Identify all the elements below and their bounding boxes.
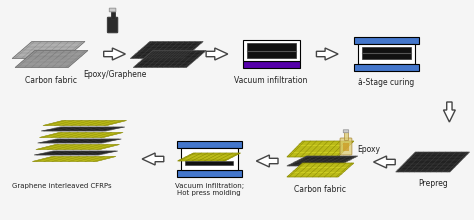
FancyBboxPatch shape — [343, 130, 349, 133]
Bar — [243, 61, 300, 68]
Polygon shape — [104, 48, 125, 60]
Bar — [181, 148, 237, 170]
Bar — [354, 64, 419, 71]
Polygon shape — [178, 153, 241, 161]
Polygon shape — [287, 156, 358, 166]
FancyBboxPatch shape — [340, 138, 352, 155]
Polygon shape — [133, 51, 206, 68]
Polygon shape — [287, 141, 354, 157]
Text: Vacuum infiltration;
Hot press molding: Vacuum infiltration; Hot press molding — [174, 183, 244, 196]
Polygon shape — [12, 42, 85, 59]
FancyBboxPatch shape — [109, 8, 116, 12]
Text: Carbon fabric: Carbon fabric — [25, 76, 76, 85]
Polygon shape — [287, 163, 354, 177]
Bar — [243, 40, 300, 61]
Polygon shape — [317, 48, 338, 60]
Bar — [246, 43, 296, 58]
Polygon shape — [43, 121, 127, 125]
Bar — [185, 161, 233, 165]
Bar — [343, 143, 349, 151]
FancyBboxPatch shape — [107, 17, 118, 33]
Polygon shape — [37, 139, 121, 143]
Text: Vacuum infiltration: Vacuum infiltration — [235, 76, 308, 85]
Bar — [344, 132, 348, 140]
Bar — [362, 47, 411, 59]
Polygon shape — [206, 48, 228, 60]
Polygon shape — [41, 127, 125, 131]
Text: Epoxy/Graphene: Epoxy/Graphene — [83, 70, 146, 79]
Polygon shape — [396, 152, 470, 172]
Bar — [354, 37, 419, 44]
Bar — [110, 11, 115, 19]
Polygon shape — [39, 132, 123, 138]
Polygon shape — [34, 151, 118, 155]
Text: Carbon fabric: Carbon fabric — [294, 185, 346, 194]
Polygon shape — [130, 42, 203, 59]
Text: Prepreg: Prepreg — [418, 179, 447, 188]
Text: â-Stage curing: â-Stage curing — [358, 78, 414, 87]
Polygon shape — [15, 51, 88, 68]
Polygon shape — [444, 102, 456, 122]
Text: Graphene interleaved CFRPs: Graphene interleaved CFRPs — [11, 183, 111, 189]
Polygon shape — [374, 156, 395, 168]
Bar — [358, 44, 415, 64]
Bar — [177, 141, 242, 148]
Polygon shape — [142, 153, 164, 165]
Polygon shape — [36, 145, 119, 150]
Polygon shape — [32, 156, 116, 161]
Text: Epoxy: Epoxy — [357, 145, 380, 154]
Polygon shape — [256, 155, 278, 167]
Bar — [177, 170, 242, 177]
